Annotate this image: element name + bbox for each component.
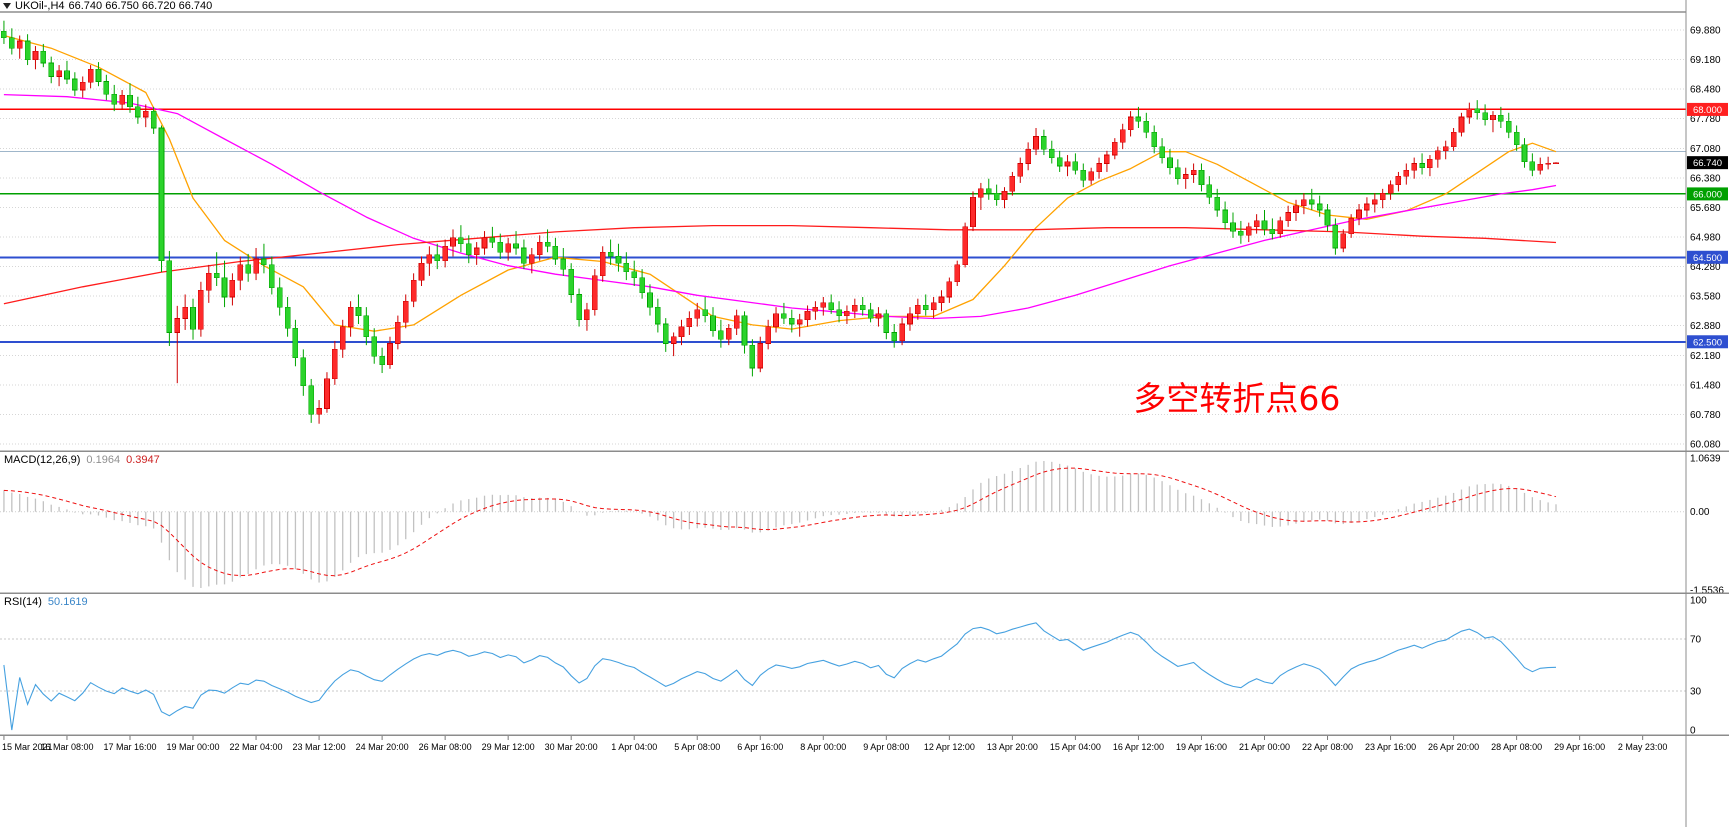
price-badge xyxy=(1687,187,1728,201)
price-axis-label: 60.080 xyxy=(1690,440,1721,451)
svg-text:66.740: 66.740 xyxy=(1693,158,1722,169)
price-axis-label: 64.280 xyxy=(1690,262,1721,273)
rsi-panel: 100 70 30 0 xyxy=(0,596,1707,737)
price-axis-label: 63.580 xyxy=(1690,292,1721,303)
macd-panel: 1.0639 0.00 -1.5536 xyxy=(0,454,1724,596)
macd-axis-label: -1.5536 xyxy=(1690,585,1724,596)
time-axis-label: 2 May 23:00 xyxy=(1618,742,1668,752)
svg-text:68.000: 68.000 xyxy=(1693,105,1722,116)
time-axis-label: 19 Mar 00:00 xyxy=(166,742,219,752)
price-axis-label: 67.080 xyxy=(1690,144,1721,155)
time-axis-label: 13 Apr 20:00 xyxy=(987,742,1038,752)
rsi-line xyxy=(3,622,1557,731)
price-badge xyxy=(1687,335,1728,349)
time-axis-label: 22 Apr 08:00 xyxy=(1302,742,1353,752)
price-badge xyxy=(1687,156,1728,170)
price-axis-label: 67.780 xyxy=(1690,114,1721,125)
time-axis-label: 23 Mar 12:00 xyxy=(293,742,346,752)
svg-text:62.500: 62.500 xyxy=(1693,337,1722,348)
price-axis-label: 60.780 xyxy=(1690,410,1721,421)
time-axis-label: 26 Apr 20:00 xyxy=(1428,742,1479,752)
time-axis-label: 29 Mar 12:00 xyxy=(482,742,535,752)
time-axis-label: 24 Mar 20:00 xyxy=(356,742,409,752)
time-axis-label: 6 Apr 16:00 xyxy=(737,742,783,752)
rsi-name-label: RSI(14) xyxy=(4,596,42,608)
time-axis-label: 16 Apr 12:00 xyxy=(1113,742,1164,752)
moving-average-lines xyxy=(3,34,1557,332)
macd-signal-line xyxy=(3,467,1557,577)
rsi-axis-label: 0 xyxy=(1690,726,1696,737)
macd-indicator-title: MACD(12,26,9) 0.1964 0.3947 xyxy=(4,454,160,466)
grid-layer xyxy=(0,29,1686,445)
price-axis-label: 69.180 xyxy=(1690,55,1721,66)
horizontal-lines[interactable] xyxy=(0,108,1686,343)
chart-window-icon xyxy=(3,3,11,9)
symbol-title: UKOil-,H4 66.740 66.750 66.720 66.740 xyxy=(3,0,212,12)
candles-layer xyxy=(1,20,1559,424)
ma-fast-line xyxy=(3,34,1557,332)
time-axis-label: 1 Apr 04:00 xyxy=(611,742,657,752)
macd-value: 0.1964 xyxy=(86,454,121,466)
time-axis-label: 9 Apr 08:00 xyxy=(863,742,909,752)
price-axis-label: 62.180 xyxy=(1690,351,1721,362)
macd-signal-value: 0.3947 xyxy=(126,454,160,466)
time-axis-label: 22 Mar 04:00 xyxy=(230,742,283,752)
time-axis-label: 21 Apr 00:00 xyxy=(1239,742,1290,752)
price-axis-label: 66.380 xyxy=(1690,173,1721,184)
time-axis-label: 8 Apr 00:00 xyxy=(800,742,846,752)
price-axis-label: 62.880 xyxy=(1690,321,1721,332)
svg-text:64.500: 64.500 xyxy=(1693,253,1722,264)
ma-mid-line xyxy=(3,93,1557,320)
price-axis-label: 69.880 xyxy=(1690,26,1721,37)
price-badges: 68.000 66.000 64.500 62.500 66.740 xyxy=(1687,102,1728,349)
price-axis-label: 61.480 xyxy=(1690,380,1721,391)
time-axis-label: 15 Apr 04:00 xyxy=(1050,742,1101,752)
time-axis-label: 12 Apr 12:00 xyxy=(924,742,975,752)
macd-axis-label: 1.0639 xyxy=(1690,454,1721,465)
price-axis-label: 64.980 xyxy=(1690,233,1721,244)
rsi-indicator-title: RSI(14) 50.1619 xyxy=(4,596,88,608)
price-badge xyxy=(1687,102,1728,116)
time-axis-label: 30 Mar 20:00 xyxy=(545,742,598,752)
svg-text:66.000: 66.000 xyxy=(1693,189,1722,200)
rsi-axis-label: 100 xyxy=(1690,596,1707,607)
time-axis-label: 15 Mar 2021 xyxy=(2,742,53,752)
price-axis-label: 68.480 xyxy=(1690,85,1721,96)
time-axis-label: 23 Apr 16:00 xyxy=(1365,742,1416,752)
time-axis-label: 26 Mar 08:00 xyxy=(419,742,472,752)
price-axis[interactable]: 69.880 69.180 68.480 67.780 67.080 66.380 65.6… xyxy=(1690,26,1721,451)
price-badge xyxy=(1687,250,1728,264)
ohlc-values: 66.740 66.750 66.720 66.740 xyxy=(68,0,213,12)
time-axis-label: 5 Apr 08:00 xyxy=(674,742,720,752)
time-axis-label: 19 Apr 16:00 xyxy=(1176,742,1227,752)
macd-name-label: MACD(12,26,9) xyxy=(4,454,81,466)
chart-annotation: 多空转折点66 xyxy=(1133,378,1341,418)
symbol-period-label: UKOil-,H4 xyxy=(15,0,65,12)
price-axis-label: 65.680 xyxy=(1690,203,1721,214)
time-axis-label: 16 Mar 08:00 xyxy=(40,742,93,752)
rsi-value: 50.1619 xyxy=(47,596,88,608)
macd-axis-label: 0.00 xyxy=(1690,507,1710,518)
time-axis-label: 28 Apr 08:00 xyxy=(1491,742,1542,752)
rsi-axis-label: 30 xyxy=(1690,687,1702,698)
rsi-axis-label: 70 xyxy=(1690,635,1702,646)
time-axis-label: 29 Apr 16:00 xyxy=(1554,742,1605,752)
time-axis-label: 17 Mar 16:00 xyxy=(103,742,156,752)
